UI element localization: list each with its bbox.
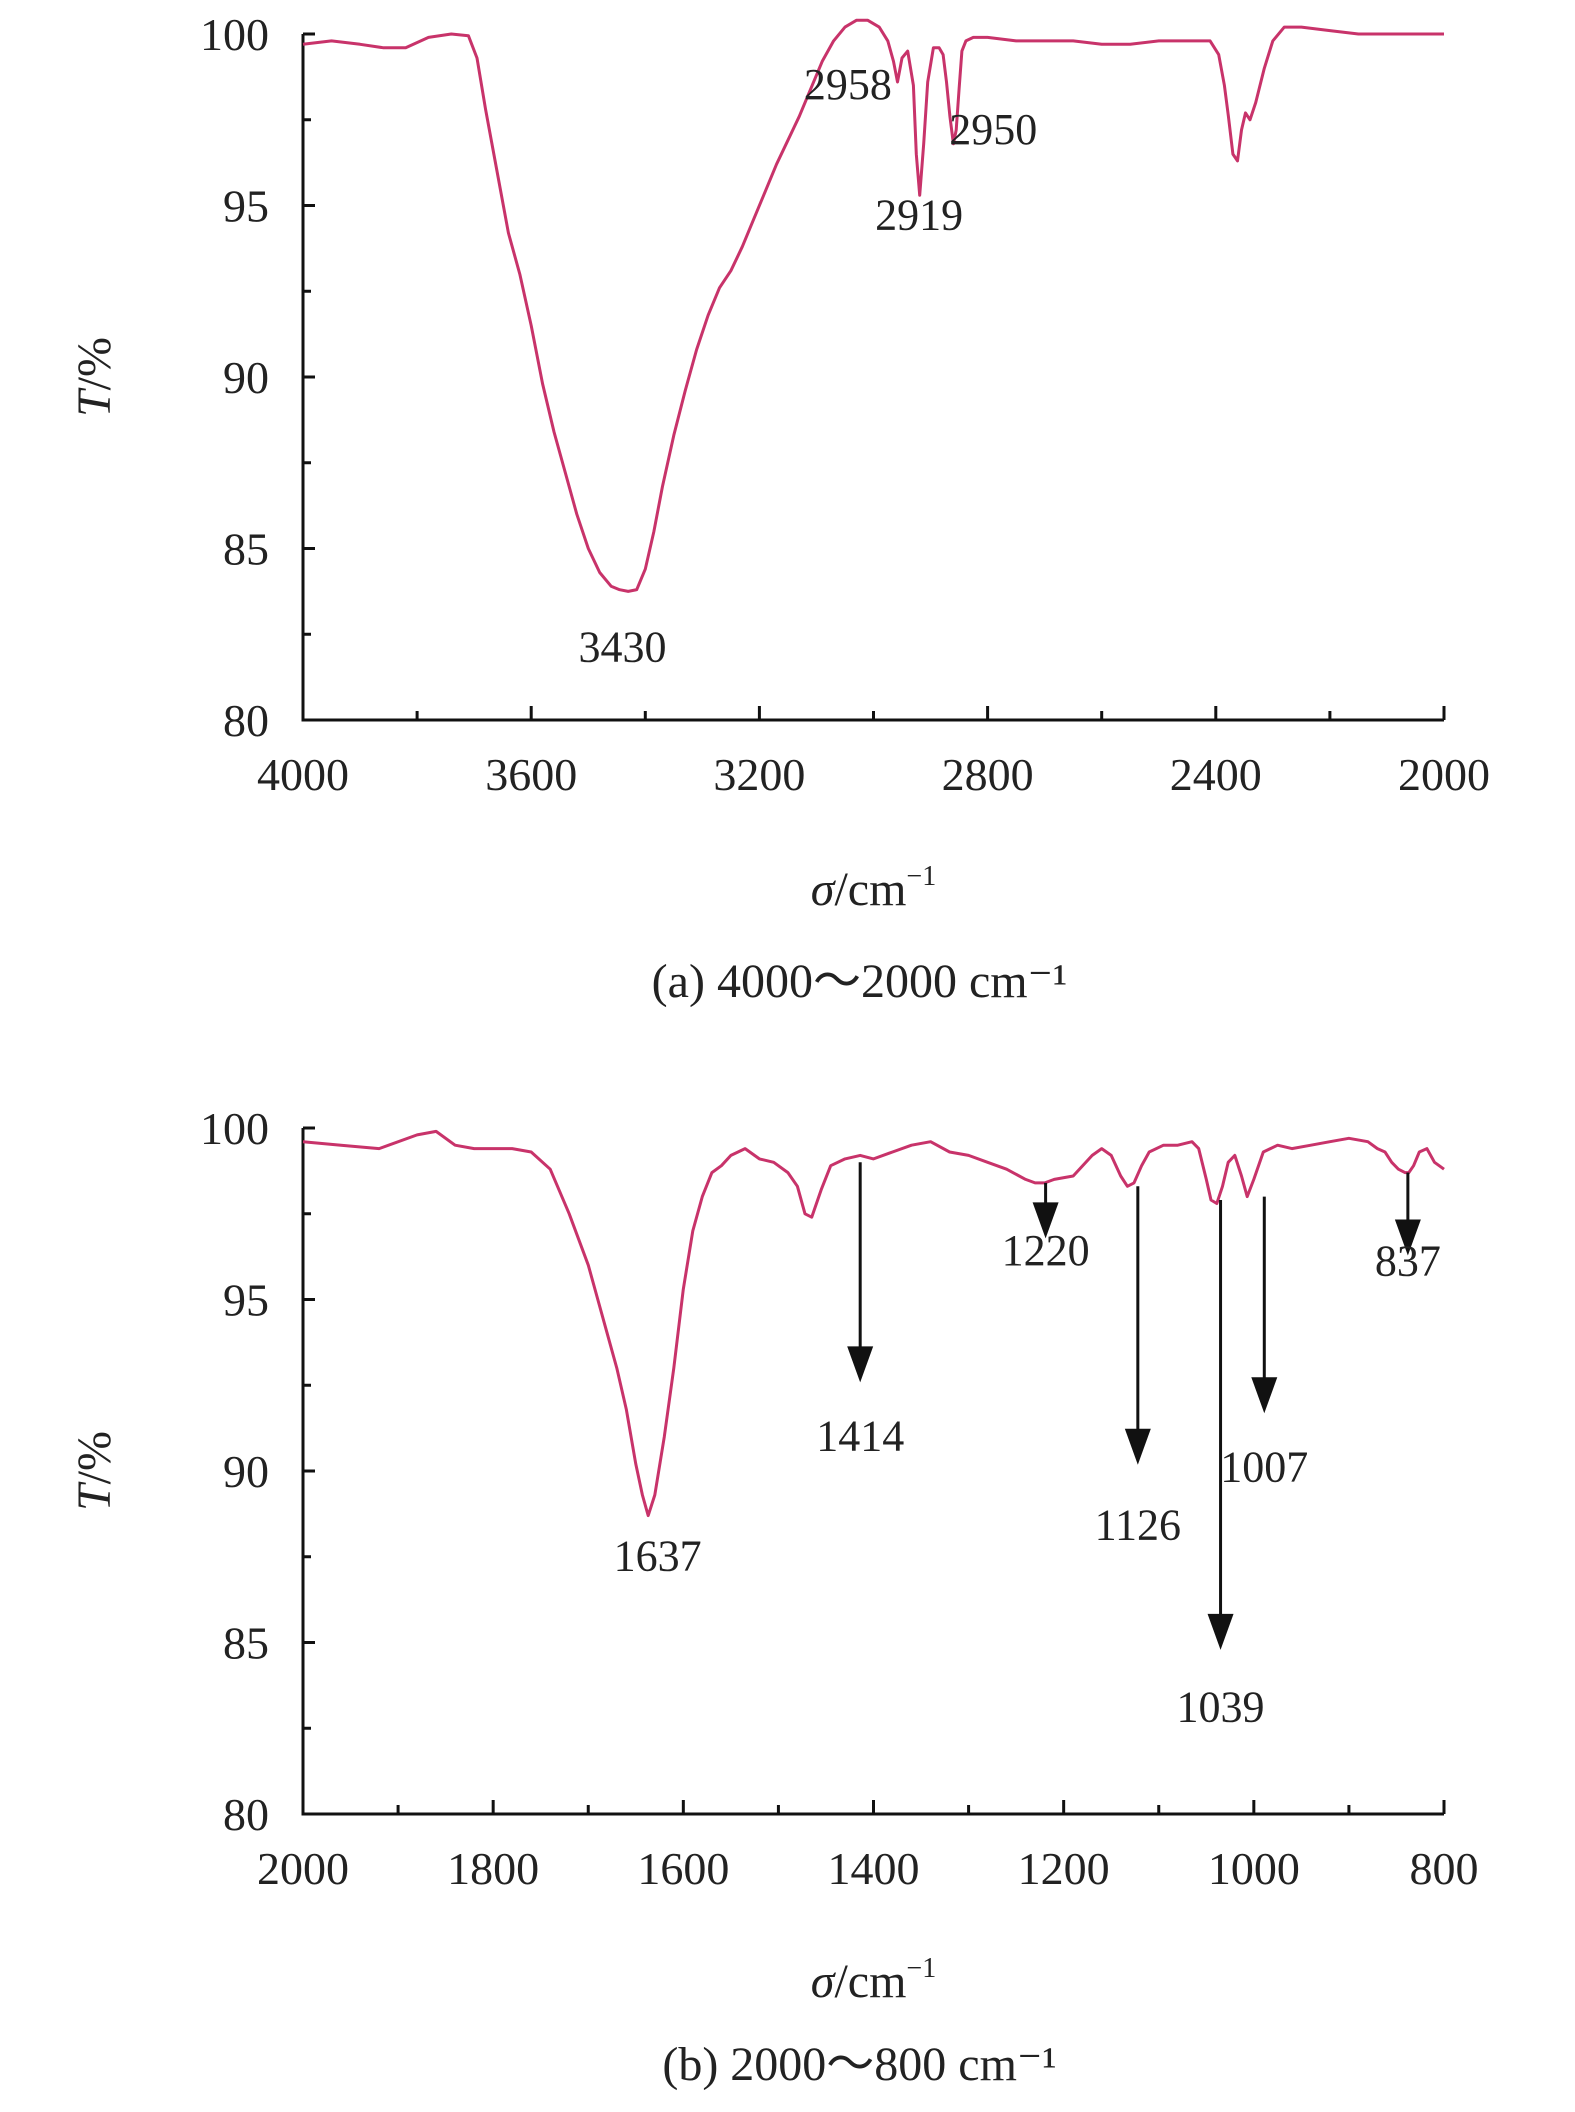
spectrum-line [302,18,1444,593]
y-tick-label: 90 [223,1446,269,1497]
y-tick-label: 100 [200,1103,269,1154]
panel-caption: (b) 2000～800 cm⁻¹ [662,2038,1056,2091]
peak-label: 1007 [1220,1442,1308,1491]
panel-caption: (a) 4000～2000 cm⁻¹ [652,955,1068,1008]
panel-b: 2000 1800 1600 1400 1200 1000 80080859095100σ/… [68,1103,1479,2091]
y-axis-title: T/% [68,1431,121,1511]
x-tick-label: 2000 [1398,749,1490,800]
y-tick-label: 85 [223,1618,269,1669]
peak-arrow-head [1032,1202,1059,1239]
x-axis-symbol: σ [811,863,837,916]
x-axis-exponent: −1 [906,861,936,892]
peak-label: 2919 [875,191,963,240]
y-tick-label: 95 [223,181,269,232]
peak-arrow-head [1207,1613,1234,1650]
y-axis-symbol: T [68,1481,121,1511]
x-axis-exponent: −1 [906,1953,936,1984]
x-axis-title: σ/cm−1 [811,861,936,916]
x-axis-unit: /cm [834,863,906,916]
y-tick-label: 95 [223,1275,269,1326]
y-tick-label: 80 [223,1789,269,1840]
peak-arrow-head [1394,1219,1421,1256]
y-axis-symbol: T [68,387,121,417]
axes-frame [301,34,1444,722]
peak-arrow-head [1251,1377,1278,1414]
y-axis-unit: /% [68,337,121,390]
x-tick-label: 4000 [257,749,349,800]
x-axis-title: σ/cm−1 [811,1953,936,2008]
x-tick-label: 1000 [1208,1843,1300,1894]
x-tick-label: 800 [1410,1843,1479,1894]
y-tick-label: 85 [223,524,269,575]
peak-label: 1039 [1177,1682,1265,1731]
x-axis-symbol: σ [811,1955,837,2008]
x-tick-label: 1400 [828,1843,920,1894]
peak-label: 2950 [949,105,1037,154]
peak-arrow-head [1124,1428,1151,1465]
peak-arrow-head [847,1346,874,1383]
peak-label: 1414 [816,1411,904,1460]
peak-label: 1126 [1095,1501,1181,1550]
panel-a: 4000 3600 3200 2800 2400 2000 80 85 90 95 100 σ/cm−… [68,9,1490,1008]
x-tick-label: 2000 [257,1843,349,1894]
peak-label: 3430 [578,623,666,672]
x-tick-label: 2400 [1170,749,1262,800]
peak-label: 1220 [1002,1226,1090,1275]
spectrum-line [302,1129,1445,1518]
x-tick-label: 1200 [1018,1843,1110,1894]
y-axis-title: T/% [68,337,121,417]
y-tick-label: 90 [223,352,269,403]
x-axis-unit: /cm [834,1955,906,2008]
x-tick-label: 3600 [485,749,577,800]
peak-label: 837 [1375,1236,1441,1285]
peak-label: 2958 [804,60,892,109]
x-tick-label: 1600 [637,1843,729,1894]
peak-label: 1637 [614,1531,702,1580]
x-tick-label: 3200 [713,749,805,800]
y-axis-unit: /% [68,1431,121,1484]
y-tick-label: 80 [223,695,269,746]
x-tick-label: 2800 [942,749,1034,800]
y-tick-label: 100 [200,9,269,60]
x-tick-label: 1800 [447,1843,539,1894]
